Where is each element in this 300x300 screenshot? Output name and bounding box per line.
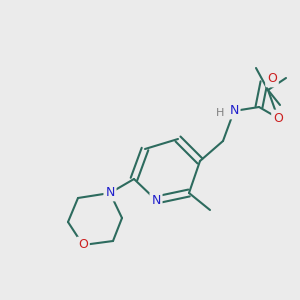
Text: O: O (78, 238, 88, 251)
Text: N: N (151, 194, 161, 206)
Text: O: O (273, 112, 283, 124)
Text: N: N (105, 187, 115, 200)
Text: H: H (216, 108, 224, 118)
Text: O: O (267, 73, 277, 85)
Text: N: N (229, 104, 239, 118)
